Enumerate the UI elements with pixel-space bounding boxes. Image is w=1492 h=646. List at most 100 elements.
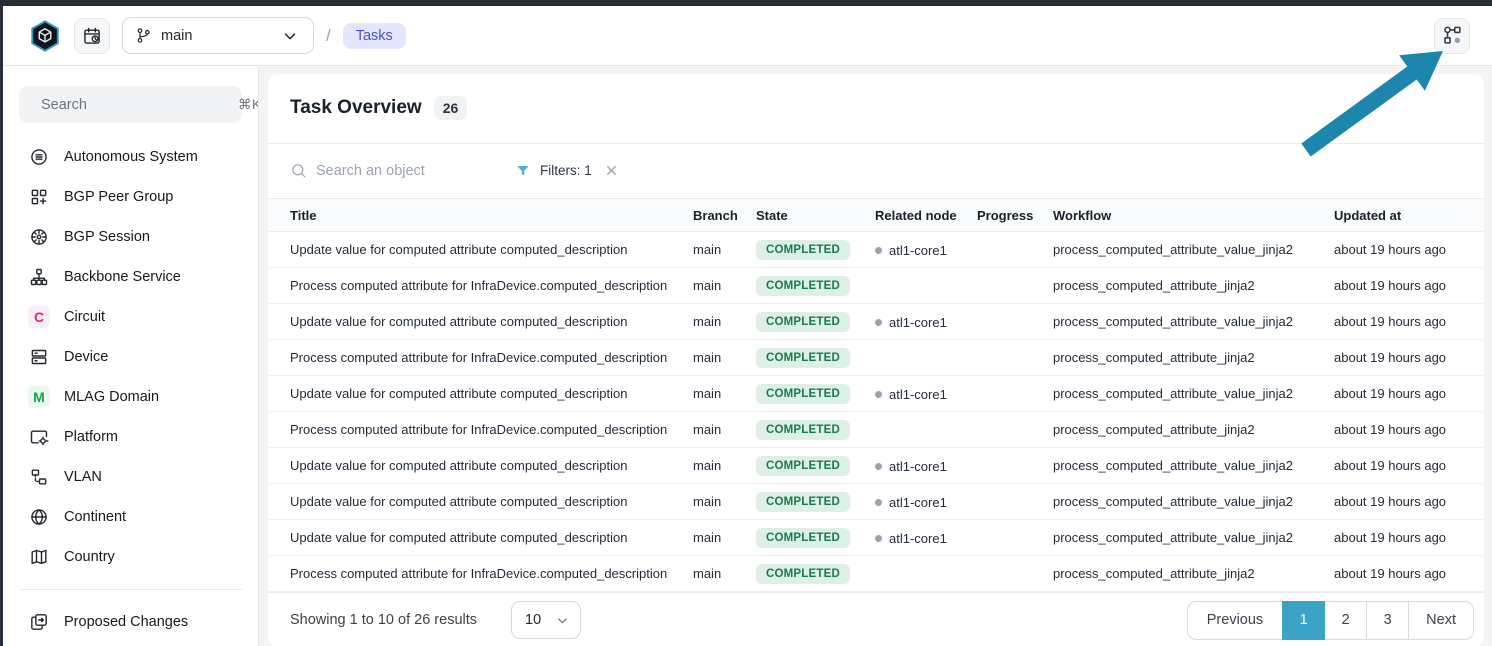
object-search-input[interactable]	[316, 163, 505, 179]
clear-filters-icon[interactable]	[604, 163, 619, 178]
page-button-3[interactable]: 3	[1366, 601, 1409, 640]
node-dot	[875, 391, 882, 398]
table-row[interactable]: Process computed attribute for InfraDevi…	[268, 340, 1484, 376]
sidebar-search-input[interactable]	[41, 97, 228, 113]
sidebar-item-label: MLAG Domain	[64, 389, 159, 405]
sidebar: ⌘K Autonomous System BGP Peer Group BGP …	[3, 66, 259, 646]
page-size-value: 10	[525, 612, 541, 628]
node-dot	[875, 535, 882, 542]
sidebar-item-country[interactable]: Country	[3, 537, 258, 577]
sidebar-item-label: Autonomous System	[64, 149, 198, 165]
filters-label: Filters: 1	[540, 163, 592, 178]
page-button-previous[interactable]: Previous	[1187, 601, 1283, 640]
sidebar-item-device[interactable]: Device	[3, 337, 258, 377]
cell-title: Process computed attribute for InfraDevi…	[268, 412, 693, 448]
cell-state: COMPLETED	[756, 268, 875, 304]
breadcrumb-tasks[interactable]: Tasks	[343, 23, 406, 49]
cell-related-node: atl1-core1	[875, 232, 977, 268]
table-row[interactable]: Update value for computed attribute comp…	[268, 232, 1484, 268]
cell-branch: main	[693, 520, 756, 556]
filter-funnel-icon	[515, 163, 531, 179]
cell-progress	[977, 484, 1053, 520]
table-row[interactable]: Process computed attribute for InfraDevi…	[268, 268, 1484, 304]
infrahub-logo[interactable]	[28, 19, 62, 53]
sidebar-item-platform[interactable]: Platform	[3, 417, 258, 457]
page-button-2[interactable]: 2	[1324, 601, 1367, 640]
table-row[interactable]: Update value for computed attribute comp…	[268, 448, 1484, 484]
cell-workflow: process_computed_attribute_jinja2	[1053, 340, 1334, 376]
branch-selector[interactable]: main	[122, 17, 314, 54]
globe-icon	[28, 506, 50, 528]
cell-state: COMPLETED	[756, 340, 875, 376]
letter-avatar-m: M	[28, 386, 50, 408]
cell-updated-at: about 19 hours ago	[1334, 304, 1484, 340]
node-dot	[875, 247, 882, 254]
sidebar-item-label: Circuit	[64, 309, 105, 325]
page-size-select[interactable]: 10	[511, 601, 581, 639]
column-header-branch: Branch	[693, 199, 756, 232]
sidebar-item-vlan[interactable]: VLAN	[3, 457, 258, 497]
status-badge: COMPLETED	[756, 312, 850, 332]
status-badge: COMPLETED	[756, 420, 850, 440]
sidebar-item-label: Device	[64, 349, 108, 365]
letter-avatar-c: C	[28, 306, 50, 328]
sidebar-item-object-management[interactable]: Object Management	[3, 642, 258, 646]
sidebar-item-bgp-session[interactable]: BGP Session	[3, 217, 258, 257]
table-row[interactable]: Update value for computed attribute comp…	[268, 484, 1484, 520]
cell-workflow: process_computed_attribute_jinja2	[1053, 556, 1334, 592]
cell-progress	[977, 448, 1053, 484]
sidebar-item-proposed-changes[interactable]: Proposed Changes	[3, 602, 258, 642]
page-button-next[interactable]: Next	[1408, 601, 1474, 640]
sidebar-item-circuit[interactable]: C Circuit	[3, 297, 258, 337]
status-badge: COMPLETED	[756, 528, 850, 548]
status-badge: COMPLETED	[756, 492, 850, 512]
squares-plus-icon	[28, 186, 50, 208]
cell-title: Update value for computed attribute comp…	[268, 232, 693, 268]
sidebar-item-mlag-domain[interactable]: M MLAG Domain	[3, 377, 258, 417]
table-row[interactable]: Process computed attribute for InfraDevi…	[268, 412, 1484, 448]
cell-related-node	[875, 340, 977, 376]
cell-workflow: process_computed_attribute_value_jinja2	[1053, 304, 1334, 340]
table-row[interactable]: Update value for computed attribute comp…	[268, 520, 1484, 556]
sidebar-search[interactable]: ⌘K	[19, 86, 242, 123]
sidebar-item-backbone-service[interactable]: Backbone Service	[3, 257, 258, 297]
cell-state: COMPLETED	[756, 448, 875, 484]
main-content: Task Overview 26 Filters: 1	[259, 66, 1492, 646]
cell-related-node: atl1-core1	[875, 304, 977, 340]
branch-caret	[267, 18, 313, 53]
cell-related-node: atl1-core1	[875, 484, 977, 520]
filters-control[interactable]: Filters: 1	[515, 163, 619, 179]
task-overview-card: Task Overview 26 Filters: 1	[268, 74, 1484, 646]
table-row[interactable]: Update value for computed attribute comp…	[268, 304, 1484, 340]
cell-related-node	[875, 268, 977, 304]
sidebar-item-label: BGP Peer Group	[64, 189, 173, 205]
sidebar-item-continent[interactable]: Continent	[3, 497, 258, 537]
sidebar-item-bgp-peer-group[interactable]: BGP Peer Group	[3, 177, 258, 217]
time-travel-button[interactable]	[74, 18, 110, 54]
node-dot	[875, 319, 882, 326]
branch-name: main	[161, 28, 192, 44]
table-row[interactable]: Update value for computed attribute comp…	[268, 376, 1484, 412]
cell-title: Update value for computed attribute comp…	[268, 520, 693, 556]
table-row[interactable]: Process computed attribute for InfraDevi…	[268, 556, 1484, 592]
task-count-badge: 26	[434, 96, 468, 120]
sidebar-item-autonomous-system[interactable]: Autonomous System	[3, 137, 258, 177]
schema-visualizer-button[interactable]	[1434, 18, 1470, 54]
cell-updated-at: about 19 hours ago	[1334, 268, 1484, 304]
cell-workflow: process_computed_attribute_jinja2	[1053, 412, 1334, 448]
map-icon	[28, 546, 50, 568]
cell-progress	[977, 376, 1053, 412]
column-header-state: State	[756, 199, 875, 232]
status-badge: COMPLETED	[756, 456, 850, 476]
cell-branch: main	[693, 448, 756, 484]
status-badge: COMPLETED	[756, 276, 850, 296]
cell-workflow: process_computed_attribute_value_jinja2	[1053, 448, 1334, 484]
status-badge: COMPLETED	[756, 564, 850, 584]
cell-updated-at: about 19 hours ago	[1334, 520, 1484, 556]
cell-workflow: process_computed_attribute_value_jinja2	[1053, 376, 1334, 412]
page-button-1[interactable]: 1	[1282, 601, 1325, 640]
helm-icon	[28, 226, 50, 248]
object-search[interactable]	[290, 162, 505, 179]
status-badge: COMPLETED	[756, 348, 850, 368]
cell-state: COMPLETED	[756, 412, 875, 448]
